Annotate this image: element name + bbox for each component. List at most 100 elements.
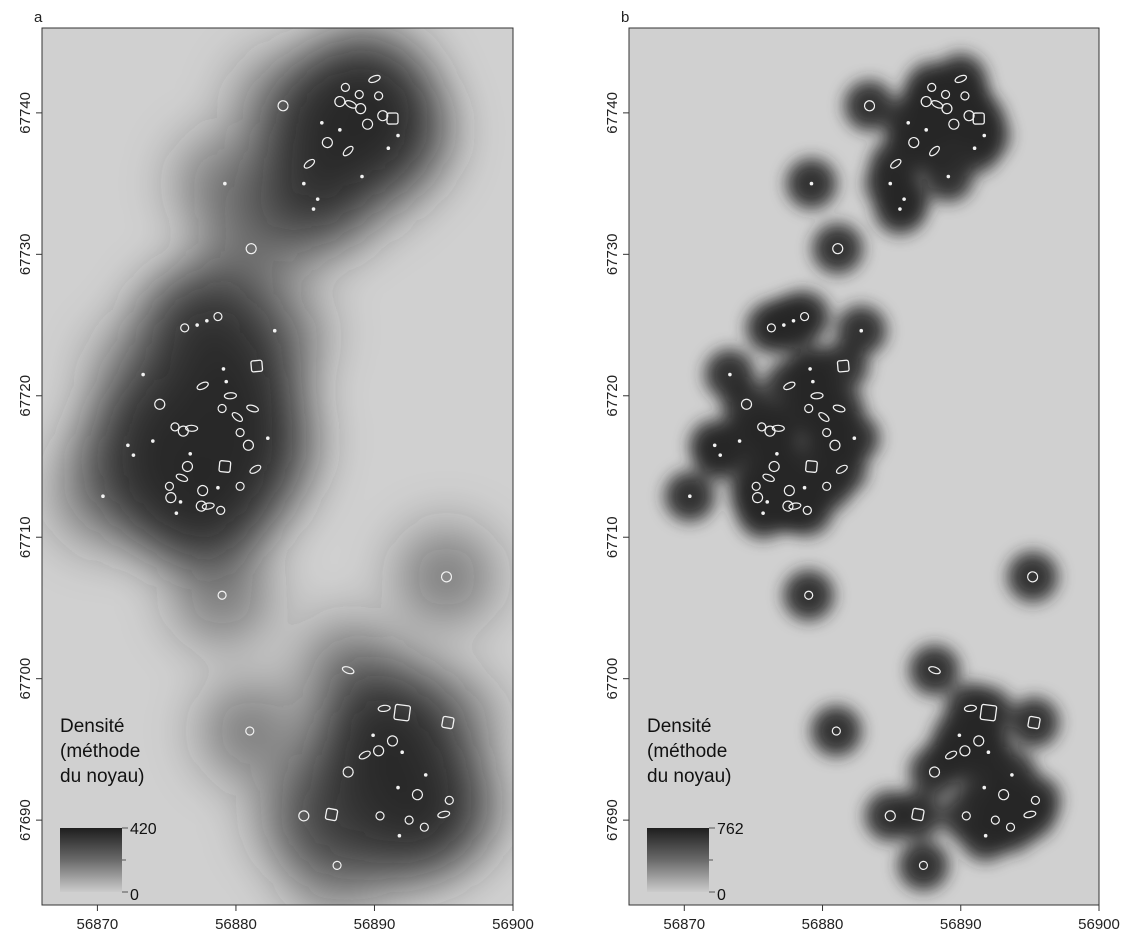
feature-point: [982, 785, 987, 790]
feature-outline: [180, 323, 190, 333]
feature-outline: [165, 492, 177, 504]
x-tick-label: 56900: [492, 916, 534, 933]
feature-point: [809, 181, 814, 186]
feature-outline: [181, 460, 194, 473]
feature-outline: [918, 860, 929, 870]
y-tick-label: 67740: [17, 92, 34, 134]
y-tick-label: 67710: [604, 516, 621, 558]
feature-outline: [941, 103, 953, 115]
feature-outline: [361, 118, 374, 130]
feature-point: [859, 328, 864, 333]
feature-outline: [373, 745, 385, 757]
feature-layer: [101, 74, 455, 870]
feature-outline: [298, 810, 310, 822]
feature-outline: [437, 810, 451, 819]
feature-outline: [411, 789, 424, 801]
density-core: [816, 711, 857, 752]
feature-outline: [960, 91, 970, 101]
feature-point: [223, 181, 227, 186]
feature-point: [782, 323, 786, 327]
feature-outline: [973, 735, 985, 747]
y-tick-label: 67730: [604, 233, 621, 275]
feature-outline: [818, 412, 830, 422]
feature-outline: [245, 243, 257, 255]
feature-outline: [740, 398, 753, 410]
feature-outline: [303, 158, 316, 169]
legend-title-line: du noyau): [647, 766, 732, 787]
feature-pit: [979, 703, 998, 722]
feature-point: [126, 443, 130, 448]
feature-outline: [990, 815, 1000, 825]
feature-point: [688, 494, 692, 499]
feature-pit: [836, 359, 850, 373]
feature-point: [728, 372, 732, 377]
feature-outline: [340, 82, 350, 93]
feature-outline: [998, 789, 1010, 801]
feature-outline: [928, 766, 941, 778]
feature-point: [1010, 773, 1014, 777]
density-core: [769, 470, 810, 511]
feature-outline: [374, 91, 384, 101]
y-tick-label: 67700: [17, 658, 34, 700]
density-core: [168, 456, 237, 525]
feature-point: [400, 750, 404, 755]
feature-point: [320, 120, 324, 125]
legend-title-line: (méthode: [60, 741, 140, 762]
feature-outline: [217, 590, 227, 600]
feature-outline: [321, 136, 333, 149]
density-core: [1014, 702, 1055, 743]
feature-outline: [940, 89, 951, 100]
feature-point: [396, 133, 400, 138]
feature-point: [765, 500, 770, 504]
feature-point: [898, 207, 902, 211]
feature-point: [141, 372, 145, 377]
density-core: [849, 85, 890, 126]
feature-point: [397, 833, 402, 838]
feature-outline: [358, 750, 371, 760]
feature-outline: [920, 95, 932, 108]
feature-point: [101, 494, 105, 499]
feature-point: [737, 439, 742, 443]
legend-min-value: 0: [717, 887, 726, 904]
feature-point: [302, 181, 306, 186]
feature-outline: [201, 502, 215, 510]
density-core: [188, 561, 257, 630]
feature-outline: [242, 439, 255, 451]
feature-point: [266, 436, 270, 441]
feature-point: [224, 379, 229, 384]
feature-outline: [927, 82, 937, 93]
feature-outline: [277, 100, 289, 112]
feature-outline: [782, 500, 794, 512]
feature-outline: [375, 811, 385, 821]
density-core: [903, 845, 944, 886]
feature-point: [272, 328, 277, 333]
feature-point: [712, 443, 717, 448]
feature-outline: [377, 704, 391, 713]
feature-pit: [805, 460, 818, 473]
legend-max-value: 762: [717, 821, 744, 838]
feature-outline: [195, 500, 207, 512]
density-core: [413, 688, 482, 757]
feature-outline: [751, 481, 761, 491]
y-tick-label: 67720: [604, 375, 621, 417]
feature-point: [791, 319, 796, 323]
feature-point: [946, 174, 951, 179]
feature-outline: [334, 95, 346, 108]
feature-point: [174, 511, 179, 515]
feature-point: [906, 120, 911, 125]
y-tick-label: 67700: [604, 658, 621, 700]
feature-outline: [216, 505, 226, 515]
feature-outline: [368, 74, 381, 84]
legend-title-line: du noyau): [60, 766, 145, 787]
feature-outline: [945, 750, 958, 760]
y-tick-label: 67710: [17, 516, 34, 558]
feature-outline: [386, 735, 399, 747]
feature-outline: [1027, 571, 1039, 583]
x-tick-label: 56890: [940, 916, 982, 933]
feature-point: [205, 319, 209, 323]
feature-outline: [762, 473, 775, 483]
x-tick-label: 56900: [1078, 916, 1120, 933]
feature-point: [315, 197, 320, 201]
feature-outline: [963, 110, 975, 122]
density-core: [215, 697, 284, 766]
